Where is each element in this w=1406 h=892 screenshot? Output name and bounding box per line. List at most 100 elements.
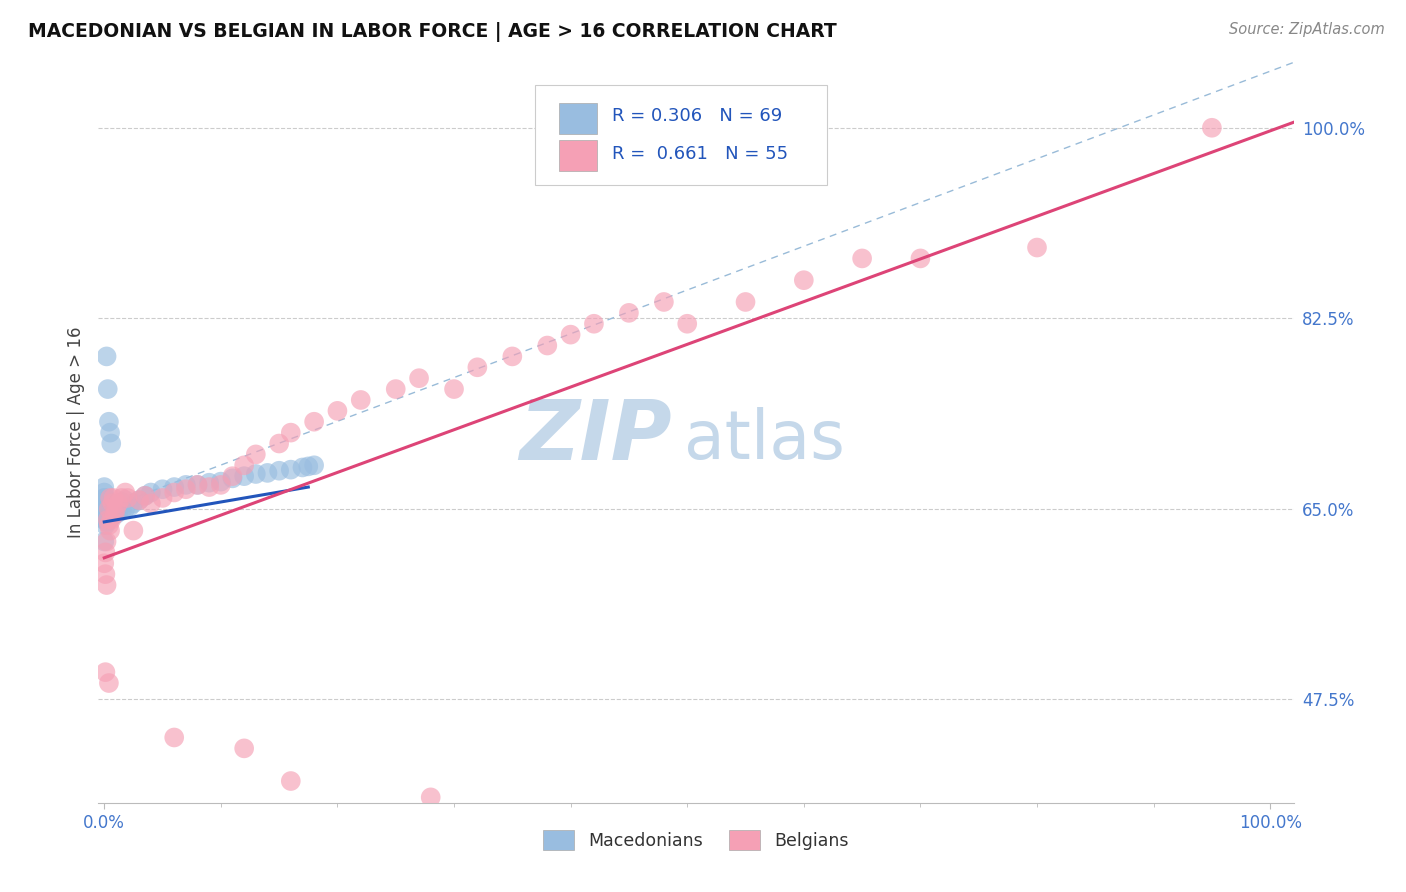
Point [101, 501, 124, 516]
Point [350, 392, 373, 407]
Point [174, 478, 197, 492]
Point [233, 458, 256, 473]
Point [94, 518, 117, 533]
Point [103, 508, 125, 522]
Point [174, 482, 197, 496]
Point [221, 471, 243, 485]
Point [134, 489, 156, 503]
Point [302, 458, 325, 473]
Point [233, 741, 256, 756]
Point [100, 503, 122, 517]
Point [93, 496, 115, 510]
Point [98, 499, 121, 513]
Point [100, 436, 122, 450]
Point [97, 504, 120, 518]
Point [501, 350, 523, 364]
Point [103, 500, 125, 515]
Point [107, 499, 129, 513]
Point [536, 338, 558, 352]
Point [104, 506, 127, 520]
Point [245, 467, 267, 481]
Text: R = 0.306   N = 69: R = 0.306 N = 69 [613, 108, 783, 126]
Point [98, 524, 121, 538]
Point [97, 501, 120, 516]
Point [134, 489, 156, 503]
Text: atlas: atlas [685, 407, 845, 473]
Point [1201, 120, 1223, 135]
Point [98, 425, 121, 440]
Point [97, 498, 120, 512]
Point [96, 504, 118, 518]
Point [233, 469, 256, 483]
Point [1026, 241, 1049, 255]
Point [269, 436, 291, 450]
Point [96, 493, 118, 508]
Point [97, 510, 120, 524]
Point [186, 478, 208, 492]
Point [186, 478, 208, 492]
Point [408, 371, 430, 385]
Point [96, 499, 118, 513]
Point [96, 534, 118, 549]
Point [97, 415, 120, 429]
Point [467, 360, 489, 375]
Point [734, 295, 756, 310]
Point [97, 382, 120, 396]
Point [910, 252, 932, 266]
Point [94, 665, 117, 680]
Point [652, 295, 675, 310]
Point [269, 464, 291, 478]
Point [96, 515, 118, 529]
Point [582, 317, 605, 331]
Point [101, 508, 124, 523]
Point [128, 493, 150, 508]
Point [163, 480, 186, 494]
Point [114, 493, 136, 508]
Point [851, 252, 873, 266]
Point [122, 524, 145, 538]
Point [104, 500, 127, 514]
Text: MACEDONIAN VS BELGIAN IN LABOR FORCE | AGE > 16 CORRELATION CHART: MACEDONIAN VS BELGIAN IN LABOR FORCE | A… [28, 22, 837, 42]
Point [297, 459, 319, 474]
Point [221, 469, 243, 483]
Point [98, 505, 121, 519]
Point [97, 496, 120, 510]
Point [111, 504, 134, 518]
Point [93, 485, 115, 500]
Point [94, 567, 117, 582]
Point [93, 501, 115, 516]
Point [256, 466, 278, 480]
Point [94, 508, 117, 522]
Point [104, 501, 127, 516]
Point [93, 480, 115, 494]
Point [107, 505, 129, 519]
Point [443, 382, 465, 396]
Point [103, 491, 125, 505]
Point [104, 508, 127, 522]
Point [94, 491, 117, 505]
Point [617, 306, 640, 320]
Point [94, 545, 117, 559]
Point [97, 676, 120, 690]
Point [100, 509, 122, 524]
Point [198, 475, 221, 490]
Point [152, 482, 174, 496]
Point [96, 510, 118, 524]
Point [97, 513, 120, 527]
Point [111, 491, 134, 505]
Point [107, 496, 129, 510]
Point [163, 485, 186, 500]
Point [560, 327, 582, 342]
Point [93, 491, 115, 505]
Point [326, 404, 349, 418]
Point [118, 500, 141, 514]
Legend: Macedonians, Belgians: Macedonians, Belgians [536, 823, 856, 857]
Point [94, 496, 117, 510]
Point [104, 508, 127, 522]
Point [280, 774, 302, 789]
Point [245, 447, 267, 461]
Point [302, 415, 325, 429]
Point [139, 485, 162, 500]
Point [122, 496, 145, 510]
Point [101, 496, 124, 510]
